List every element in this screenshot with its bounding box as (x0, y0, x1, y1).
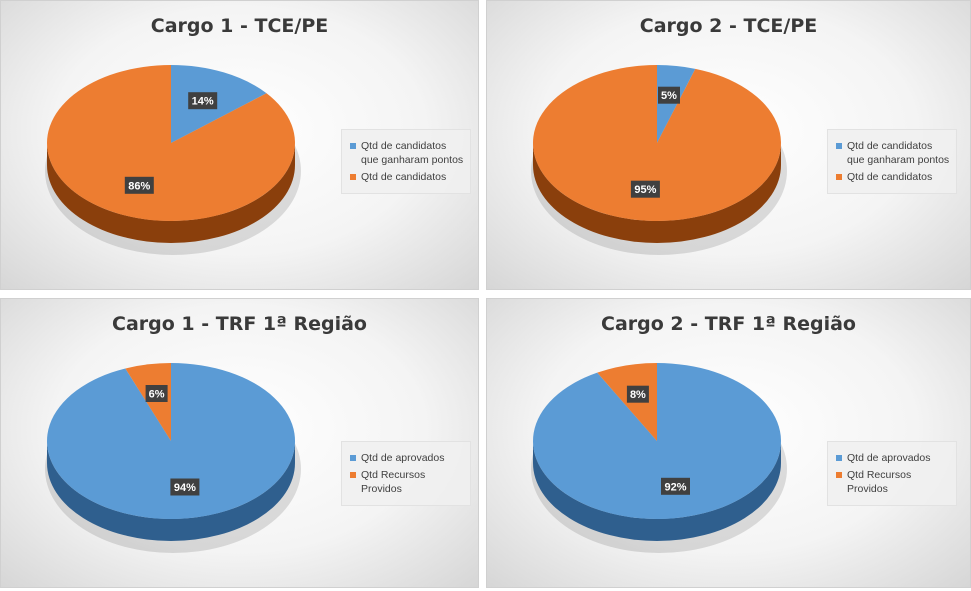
legend-label: Qtd de candidatos (847, 171, 933, 183)
legend-label: Qtd de candidatos (361, 171, 447, 183)
pie-slice (532, 65, 781, 222)
data-label: 95% (630, 180, 660, 198)
chart-legend: Qtd de candidatos que ganharam pontos Qt… (827, 129, 957, 194)
pie-slice-side (533, 441, 781, 541)
data-label: 86% (124, 176, 154, 194)
legend-label: Qtd de candidatos que ganharam pontos (847, 140, 950, 166)
chart-legend: Qtd de candidatos que ganharam pontos Qt… (341, 129, 471, 194)
data-label-text: 95% (634, 184, 656, 196)
data-label: 14% (188, 92, 218, 110)
pie-chart: 5% 95% (531, 65, 787, 255)
legend-label: Qtd Recursos Providos (847, 469, 912, 495)
data-label-box (170, 478, 200, 496)
pie-slice (171, 65, 267, 143)
legend-item: Qtd de aprovados (836, 451, 952, 465)
data-label-text: 14% (192, 96, 214, 108)
data-label: 92% (661, 477, 690, 495)
chart-legend: Qtd de aprovados Qtd Recursos Providos (341, 441, 471, 506)
chart-panel-cargo1-tce: Cargo 1 - TCE/PE 14% 86% Qtd de candidato… (0, 0, 479, 290)
pie-slice-side (47, 441, 295, 541)
legend-swatch (836, 455, 842, 461)
data-label-box (145, 385, 168, 402)
data-label-text: 94% (174, 482, 196, 494)
data-label-box (661, 477, 690, 495)
chart-title: Cargo 1 - TRF 1ª Região (112, 313, 367, 335)
data-label-box (630, 180, 660, 198)
data-label-box (188, 92, 218, 110)
legend-item: Qtd de candidatos que ganharam pontos (836, 139, 952, 167)
legend-swatch (350, 143, 356, 149)
legend-swatch (350, 455, 356, 461)
legend-swatch (836, 472, 842, 478)
data-label-box (626, 385, 649, 403)
pie-slice (657, 65, 696, 143)
pie-slice-side (47, 143, 295, 243)
legend-item: Qtd Recursos Providos (836, 468, 952, 496)
legend-swatch (350, 174, 356, 180)
data-label: 8% (626, 385, 649, 403)
legend-item: Qtd de candidatos (836, 170, 952, 184)
legend-label: Qtd Recursos Providos (361, 469, 426, 495)
legend-item: Qtd Recursos Providos (350, 468, 466, 496)
legend-swatch (350, 472, 356, 478)
pie-chart: 14% 86% (45, 65, 301, 255)
legend-swatch (836, 174, 842, 180)
data-label: 6% (145, 385, 168, 402)
chart-panel-cargo2-trf: Cargo 2 - TRF 1ª Região 92% 8% Qtd de apr… (486, 298, 971, 588)
data-label: 5% (658, 86, 680, 104)
data-label-text: 92% (664, 481, 686, 493)
pie-chart: 92% 8% (531, 363, 787, 553)
pie-slice (46, 65, 295, 221)
data-label-text: 6% (149, 389, 165, 401)
data-label-text: 86% (128, 180, 150, 192)
pie-slice-side (533, 143, 781, 243)
legend-label: Qtd de candidatos que ganharam pontos (361, 140, 464, 166)
pie-slice (533, 363, 782, 519)
legend-item: Qtd de aprovados (350, 451, 466, 465)
legend-label: Qtd de aprovados (361, 452, 445, 464)
legend-item: Qtd de candidatos que ganharam pontos (350, 139, 466, 167)
chart-legend: Qtd de aprovados Qtd Recursos Providos (827, 441, 957, 506)
chart-title: Cargo 1 - TCE/PE (150, 15, 329, 37)
chart-panel-cargo1-trf: Cargo 1 - TRF 1ª Região 94% 6% Qtd de apr… (0, 298, 479, 588)
data-label-box (658, 86, 680, 104)
pie-slice (47, 363, 296, 519)
chart-panel-cargo2-tce: Cargo 2 - TCE/PE 5% 95% Qtd de candidatos… (486, 0, 971, 290)
legend-item: Qtd de candidatos (350, 170, 466, 184)
pie-chart: 94% 6% (45, 363, 301, 553)
data-label-text: 5% (661, 90, 677, 102)
legend-swatch (836, 143, 842, 149)
chart-title: Cargo 2 - TCE/PE (639, 15, 818, 37)
data-label: 94% (170, 478, 200, 496)
legend-label: Qtd de aprovados (847, 452, 931, 464)
data-label-text: 8% (630, 389, 646, 401)
chart-title: Cargo 2 - TRF 1ª Região (601, 313, 856, 335)
data-label-box (124, 176, 154, 194)
